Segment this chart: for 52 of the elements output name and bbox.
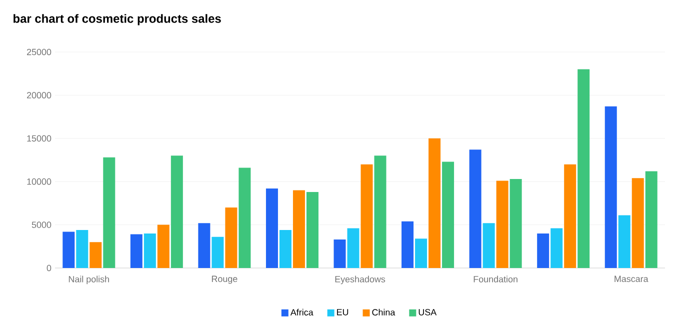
bar — [645, 171, 658, 268]
bar — [632, 178, 644, 268]
x-tick-label: Rouge — [212, 276, 238, 284]
bar — [144, 233, 156, 268]
bar — [428, 138, 441, 268]
bar — [469, 150, 482, 268]
y-tick-label: 25000 — [27, 48, 52, 56]
bar — [374, 156, 386, 268]
y-tick-label: 10000 — [27, 178, 52, 185]
bar — [225, 208, 238, 268]
y-tick-label: 15000 — [27, 135, 52, 142]
y-tick-label: 0 — [46, 264, 52, 272]
bar — [510, 179, 522, 268]
bar — [130, 234, 142, 268]
bar — [198, 223, 210, 268]
bar — [90, 242, 102, 268]
bar — [76, 230, 88, 268]
legend-label: China — [372, 308, 396, 316]
legend-label: Africa — [290, 308, 314, 316]
bar — [604, 106, 617, 268]
bar — [266, 188, 278, 268]
bar — [402, 221, 414, 268]
x-tick-label: Foundation — [474, 276, 518, 282]
bar — [550, 228, 563, 268]
legend-label: USA — [418, 309, 437, 316]
bar — [292, 190, 305, 268]
y-tick-label: 20000 — [27, 92, 52, 98]
bar — [442, 162, 454, 268]
bar — [537, 233, 550, 268]
bar — [62, 232, 75, 268]
x-tick-label: Nail polish — [68, 276, 109, 284]
chart-title: bar chart of cosmetic products sales — [14, 14, 221, 26]
x-tick-label: Mascara — [614, 276, 648, 282]
bar — [482, 223, 495, 268]
bar — [334, 239, 346, 268]
bar — [578, 69, 590, 268]
bar — [415, 238, 428, 268]
bar — [618, 215, 630, 268]
legend-label: EU — [337, 309, 348, 316]
y-tick-label: 5000 — [32, 222, 52, 228]
bar — [238, 168, 251, 268]
x-tick-label: Eyeshadows — [335, 276, 386, 284]
bar — [157, 224, 170, 268]
bar — [360, 164, 373, 268]
bar — [496, 180, 508, 268]
bar — [347, 228, 360, 268]
bar — [212, 236, 224, 268]
bar — [103, 157, 116, 268]
bar — [564, 164, 576, 268]
bar — [279, 230, 292, 268]
bar — [306, 192, 318, 268]
bar — [170, 156, 183, 268]
